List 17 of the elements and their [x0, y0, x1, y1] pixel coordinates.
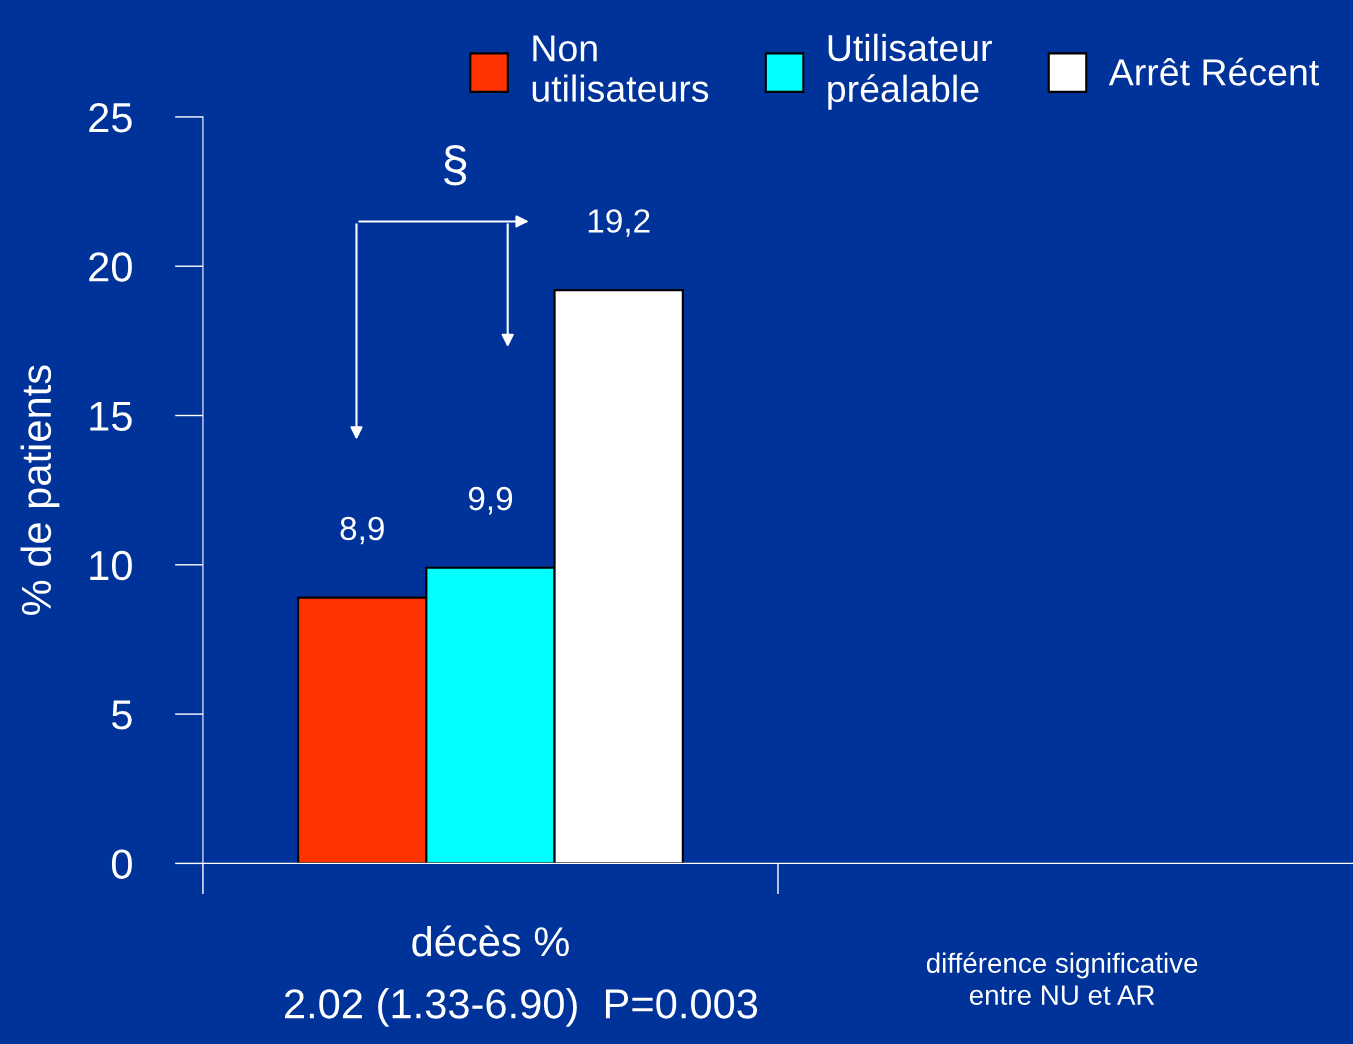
annotation: § — [444, 144, 467, 186]
y-tick-label: 0 — [111, 849, 132, 879]
data-label: 8,9 — [340, 516, 384, 545]
x-tick-label: décès % — [412, 925, 569, 957]
y-tick-label: 10 — [90, 550, 132, 581]
y-tick-label: 5 — [112, 700, 132, 730]
y-tick-label: 25 — [89, 102, 132, 133]
text: différence significative entre NU et AR — [926, 952, 1198, 1005]
text: 2.02 (1.33-6.90) P=0.003 — [285, 988, 758, 1027]
legend-label: Non utilisateurs — [532, 35, 709, 102]
legend-label: Arrêt Récent — [1108, 57, 1319, 86]
y-axis-title: % de patients — [20, 365, 60, 615]
data-label: 9,9 — [468, 486, 513, 515]
data-label: 19,2 — [588, 209, 650, 237]
y-tick-label: 20 — [89, 252, 132, 282]
legend-label: Utilisateur préalable — [828, 33, 992, 110]
y-tick-label: 15 — [90, 401, 132, 432]
